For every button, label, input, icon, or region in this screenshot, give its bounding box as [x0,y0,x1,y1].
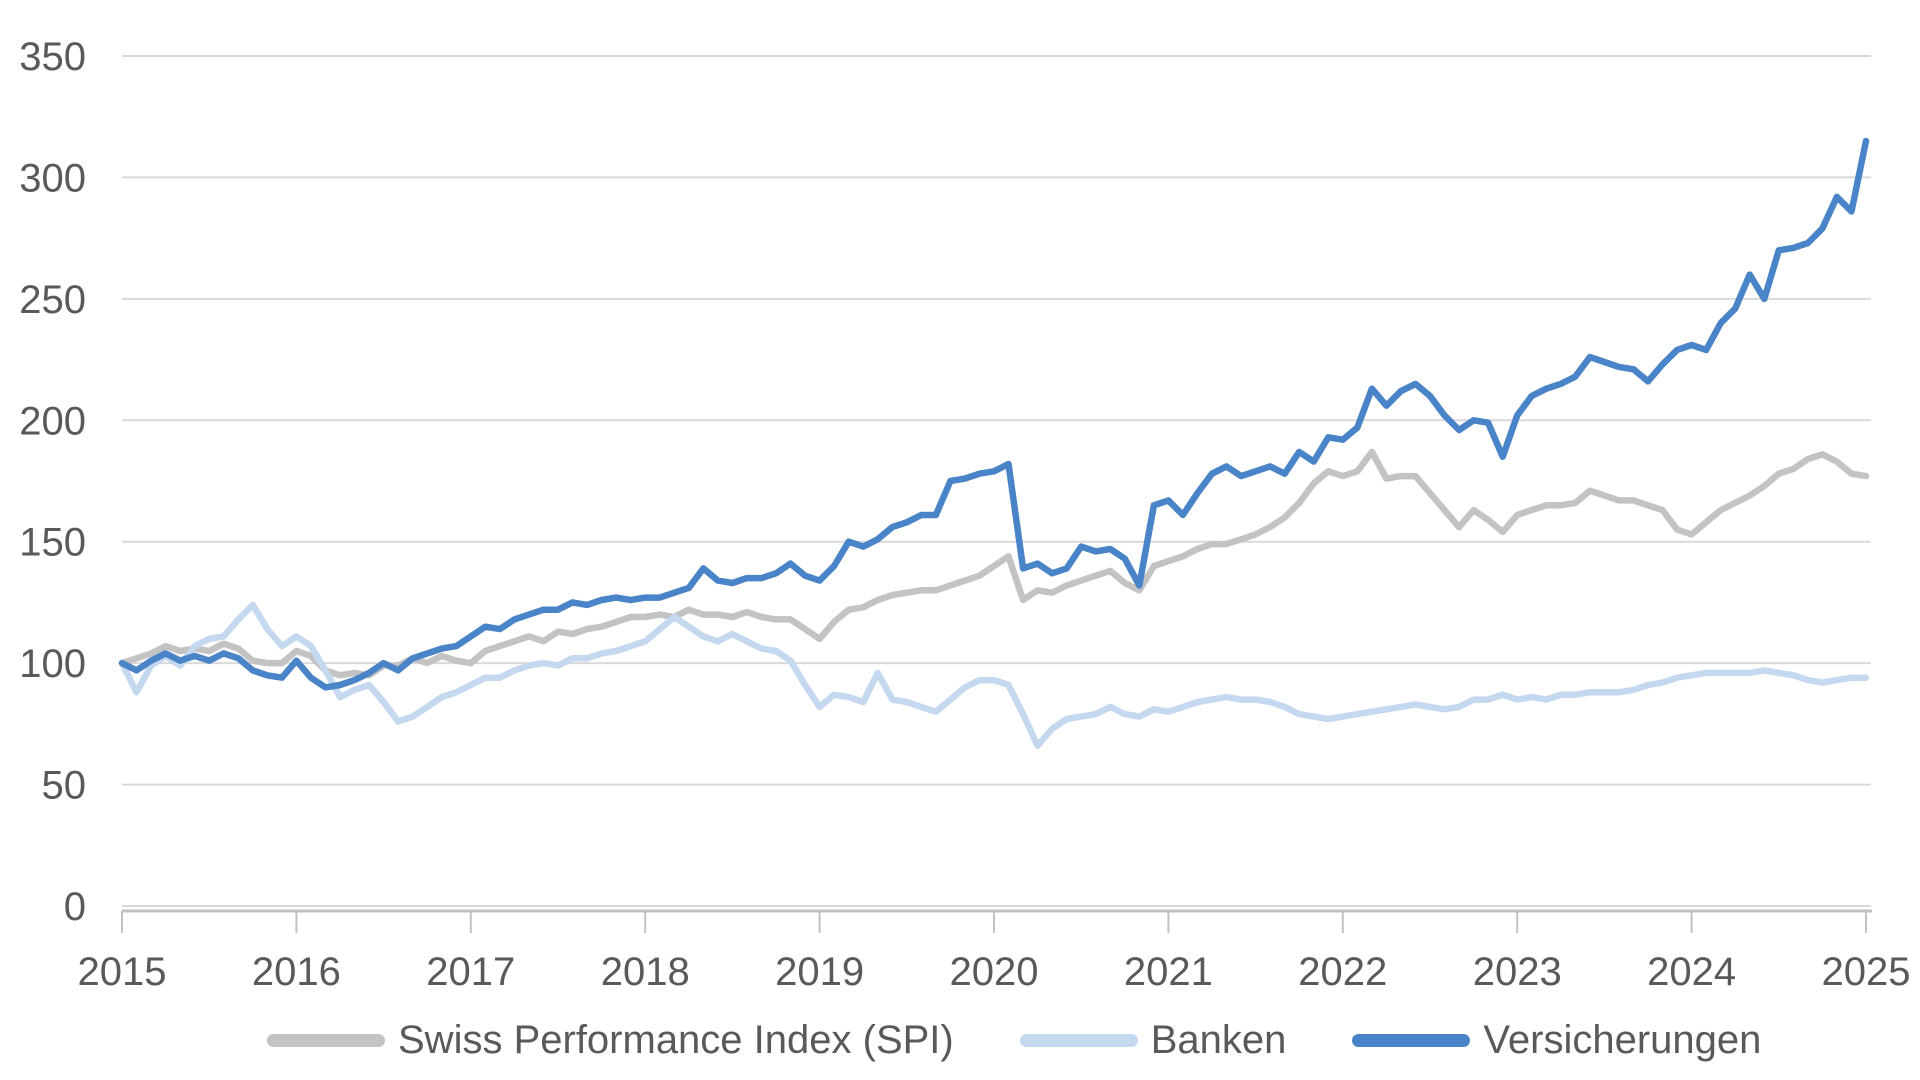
chart-svg: 0 50 100 150 200 250 300 350 2015 2016 2017 2018 201… [19,35,1911,994]
legend-label-spi: Swiss Performance Index (SPI) [398,1017,954,1062]
x-axis-label-2018: 2018 [601,950,690,994]
x-axis-label-2016: 2016 [252,950,341,994]
legend-item-spi: Swiss Performance Index (SPI) [267,1018,954,1063]
y-axis-label-150: 150 [19,521,86,565]
x-axis-label-2021: 2021 [1124,950,1213,994]
legend-item-versicherungen: Versicherungen [1352,1018,1761,1063]
x-axis-label-2020: 2020 [950,950,1039,994]
y-axis-label-50: 50 [42,764,87,808]
y-axis-label-350: 350 [19,35,86,79]
spi-line-swatch [267,1033,385,1047]
y-axis-label-250: 250 [19,278,86,322]
series-line-swiss-performance-index-spi [118,448,1870,679]
y-axis-label-300: 300 [19,156,86,200]
x-axis-label-2025: 2025 [1822,950,1911,994]
x-axis-label-2015: 2015 [78,950,167,994]
banken-line-swatch [1019,1033,1138,1047]
legend-item-banken: Banken [1019,1017,1287,1063]
x-axis-label-2017: 2017 [426,950,515,994]
legend-label-banken: Banken [1150,1017,1287,1062]
y-axis-label-200: 200 [19,399,86,443]
y-axis-label-100: 100 [19,642,86,686]
chart-legend: Swiss Performance Index (SPI) Banken Ver… [0,1000,1920,1080]
legend-label-versicherungen: Versicherungen [1483,1017,1762,1062]
series-line-banken [118,601,1870,749]
x-axis-label-2019: 2019 [775,950,864,994]
y-axis-label-0: 0 [64,885,86,929]
x-axis-label-2024: 2024 [1647,950,1736,994]
series-line-versicherungen [118,137,1870,691]
versicherungen-line-swatch [1352,1033,1471,1047]
x-axis-label-2022: 2022 [1298,950,1387,994]
x-axis-label-2023: 2023 [1473,950,1562,994]
